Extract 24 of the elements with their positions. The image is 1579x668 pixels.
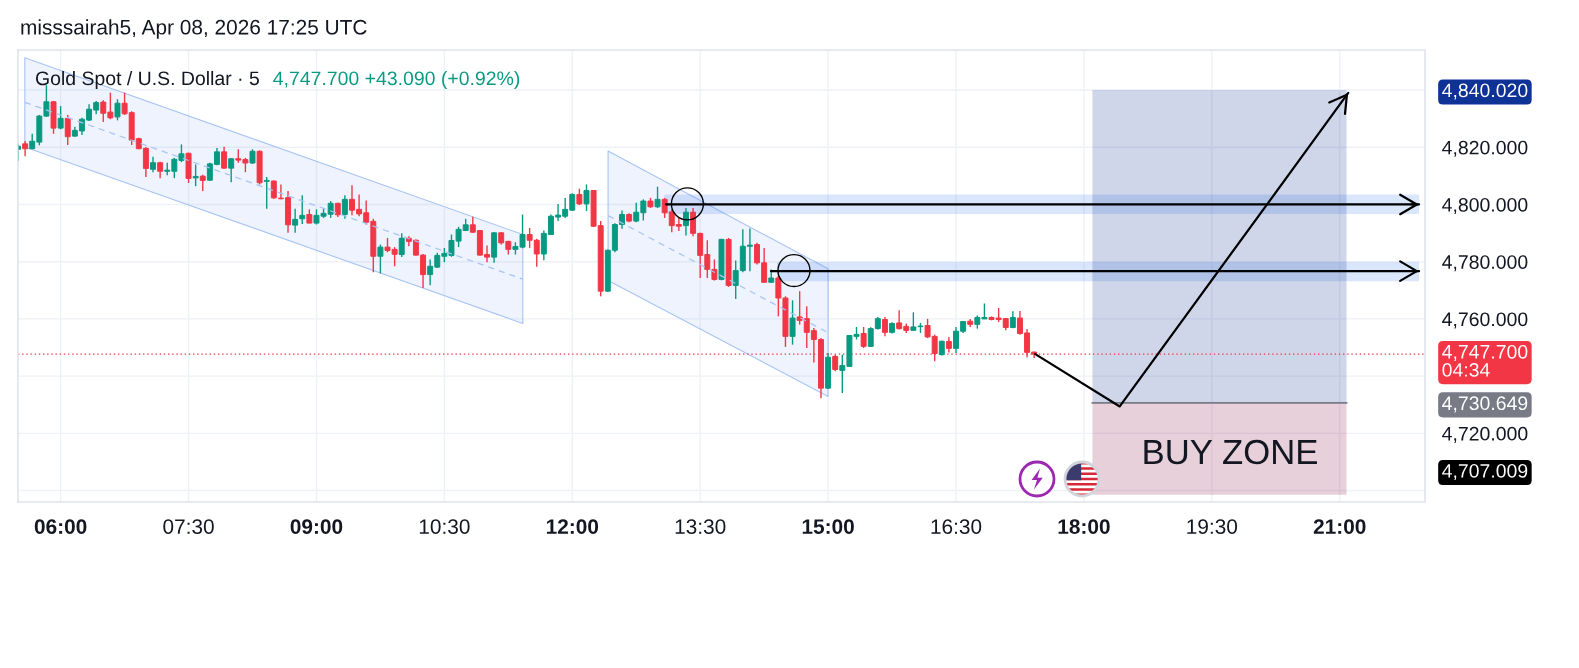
x-tick-label: 12:00 [546,519,599,534]
x-tick-label: 18:00 [1058,519,1110,534]
x-tick-label: 07:30 [163,519,214,534]
x-tick-label: 15:00 [802,519,854,534]
ref-line-label: 4,747.700 04:34 [1442,344,1528,377]
text: misssairah5, Apr 08, 2026 17:25 UTC [21,19,367,39]
x-tick-label: 13:30 [675,519,726,534]
text: 4,747.700 +43.090 (+0.92%) [273,70,520,90]
y-tick-label: 4,780.000 [1442,255,1528,272]
x-tick-label: 21:00 [1313,519,1366,534]
annotation: BUY ZONE [1144,439,1317,465]
y-tick-label: 4,720.000 [1442,426,1528,443]
y-tick-label: 4,800.000 [1442,197,1528,215]
y-tick-label: 4,820.000 [1442,140,1528,157]
x-tick-label: 16:30 [931,519,982,534]
y2-tick-label: 4,707.009 [1442,463,1528,481]
y-tick-label: 4,760.000 [1442,312,1528,329]
x-tick-label: 19:30 [1187,519,1238,534]
y2-tick-label: 4,840.020 [1442,83,1528,100]
y2-tick-label: 4,730.649 [1442,396,1528,413]
x-tick-label: 09:00 [290,519,343,534]
x-tick-label: 06:00 [34,519,87,534]
x-tick-label: 10:30 [419,519,470,534]
text: Gold Spot / U.S. Dollar · 5 [35,70,259,90]
